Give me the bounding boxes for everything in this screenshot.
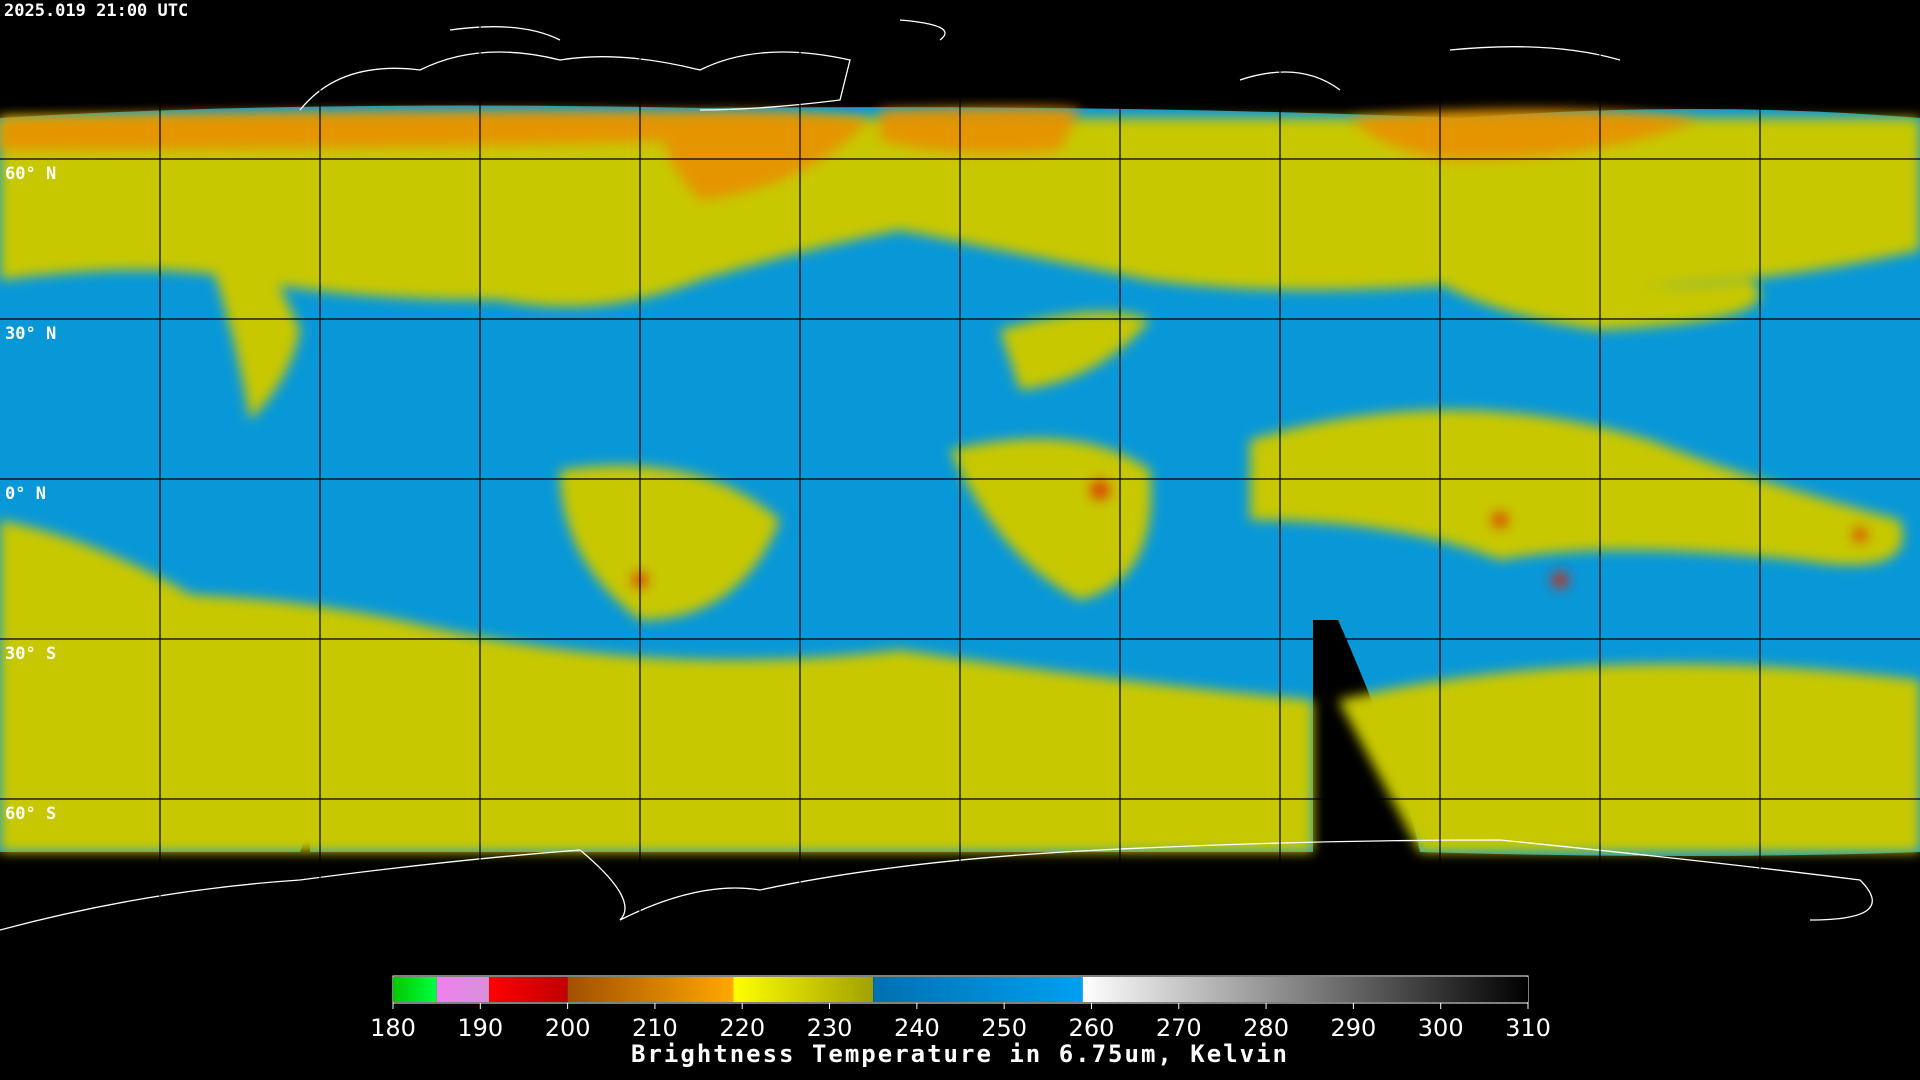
colorbar-tick-label: 270	[1156, 1014, 1202, 1042]
colorbar-segment	[489, 977, 568, 1002]
latitude-labels: 60° N 30° N 0° N 30° S 60° S	[5, 164, 56, 824]
colorbar-tick-label: 210	[632, 1014, 678, 1042]
colorbar-segment	[567, 977, 734, 1002]
timestamp: 2025.019 21:00 UTC	[4, 1, 188, 21]
latitude-label: 30° N	[5, 324, 56, 344]
polar-coastlines	[0, 19, 1873, 931]
colorbar-tick-label: 200	[545, 1014, 591, 1042]
colorbar-tick-label: 230	[807, 1014, 853, 1042]
colorbar-tick-label: 220	[719, 1014, 765, 1042]
colorbar-tick-label: 290	[1330, 1014, 1376, 1042]
graticule	[0, 0, 1920, 958]
colorbar-tick-label: 280	[1243, 1014, 1289, 1042]
colorbar-label: Brightness Temperature in 6.75um, Kelvin	[631, 1040, 1289, 1068]
colorbar-segment	[733, 977, 874, 1002]
latitude-label: 30° S	[5, 644, 56, 664]
colorbar-segment	[393, 977, 437, 1002]
colorbar-segment	[436, 977, 490, 1002]
colorbar-tick-label: 310	[1505, 1014, 1551, 1042]
colorbar-segment	[1082, 977, 1528, 1002]
colorbar-tick-label: 260	[1069, 1014, 1115, 1042]
colorbar-tick-label: 180	[370, 1014, 416, 1042]
latitude-label: 60° N	[5, 164, 56, 184]
colorbar-tick-label: 240	[894, 1014, 940, 1042]
colorbar-segment	[873, 977, 1083, 1002]
colorbar-tick-label: 190	[457, 1014, 503, 1042]
latitude-label: 60° S	[5, 804, 56, 824]
colorbar-tick-label: 300	[1418, 1014, 1464, 1042]
colorbar: 180 190 200 210 220 230 240 250 260 270 280 290 300 3…	[370, 977, 1551, 1042]
colorbar-tick-label: 250	[981, 1014, 1027, 1042]
latitude-label: 0° N	[5, 484, 46, 504]
